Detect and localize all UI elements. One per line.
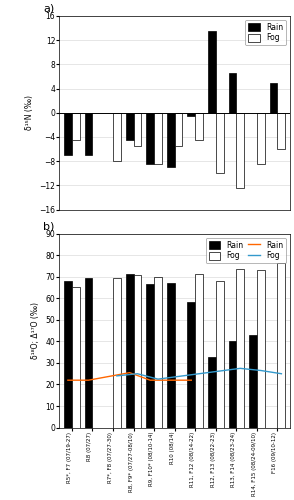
Bar — [85, 278, 92, 428]
Text: b): b) — [44, 222, 55, 232]
Text: a): a) — [44, 4, 55, 14]
Legend: Rain, Fog, Rain, Fog: Rain, Fog, Rain, Fog — [206, 238, 286, 264]
Bar — [133, 274, 141, 428]
Bar — [236, 113, 244, 188]
Bar — [154, 277, 162, 428]
Bar — [228, 342, 236, 428]
Bar — [208, 356, 216, 428]
Bar — [257, 270, 265, 428]
Bar — [249, 335, 257, 428]
Bar — [278, 113, 285, 149]
Bar — [154, 113, 162, 164]
Bar — [64, 113, 72, 155]
Bar — [72, 113, 80, 140]
Y-axis label: δ¹⁵N (‰): δ¹⁵N (‰) — [25, 96, 34, 130]
Bar — [126, 274, 133, 428]
Bar — [187, 302, 195, 428]
Bar — [228, 74, 236, 113]
Bar — [113, 278, 121, 428]
Bar — [257, 113, 265, 164]
Bar — [236, 270, 244, 428]
Bar — [85, 113, 92, 155]
Legend: Rain, Fog: Rain, Fog — [245, 20, 286, 46]
Bar — [208, 31, 216, 113]
Bar — [175, 113, 183, 146]
Bar — [167, 284, 175, 428]
Bar — [126, 113, 133, 140]
Bar — [146, 113, 154, 164]
Y-axis label: δ¹⁸O; Δ¹⁷O (‰): δ¹⁸O; Δ¹⁷O (‰) — [31, 302, 40, 359]
Bar — [64, 281, 72, 428]
Bar — [270, 82, 278, 113]
Bar — [195, 113, 203, 140]
Bar — [133, 113, 141, 146]
Bar — [187, 113, 195, 116]
Bar — [216, 113, 224, 174]
Bar — [113, 113, 121, 161]
Bar — [216, 281, 224, 428]
Bar — [195, 274, 203, 428]
Bar — [72, 286, 80, 428]
Bar — [146, 284, 154, 428]
Bar — [167, 113, 175, 168]
Bar — [278, 263, 285, 428]
